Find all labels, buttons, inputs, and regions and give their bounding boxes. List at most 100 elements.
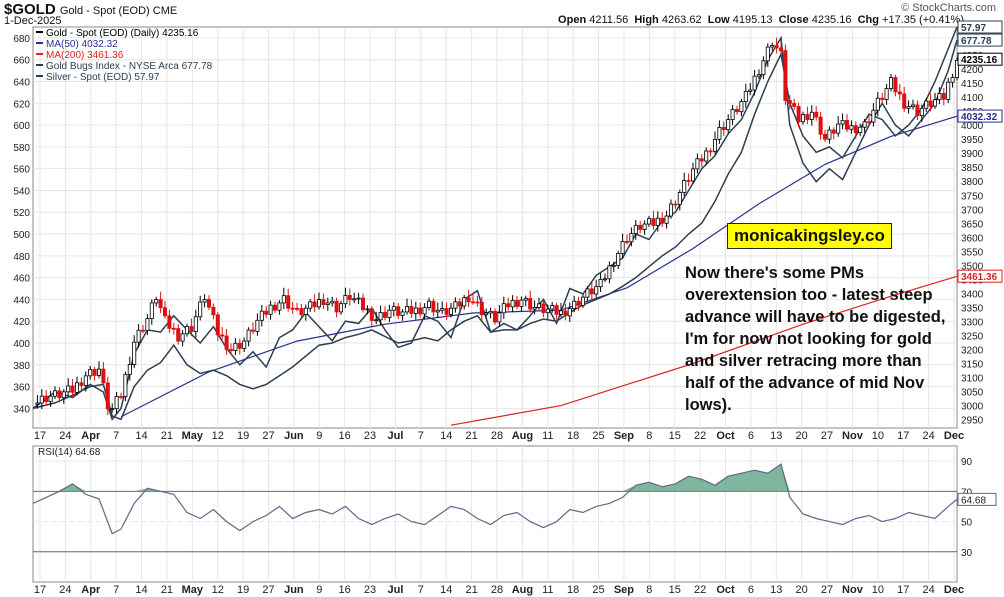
candle-body xyxy=(559,310,564,315)
x-tick-label-rsi: 18 xyxy=(567,584,579,596)
x-tick-label: Aug xyxy=(512,430,533,442)
rsi-tick-label: 50 xyxy=(961,518,973,529)
x-tick-label-rsi: Apr xyxy=(81,584,101,596)
x-tick-label: 6 xyxy=(748,430,754,442)
candle-body xyxy=(510,300,515,308)
y-right-tick-label: 3400 xyxy=(961,289,984,300)
candle-body xyxy=(805,114,810,120)
candle-body xyxy=(774,45,779,49)
gdx-value-tag: 677.78 xyxy=(961,36,992,47)
y-right-tick-label: 3250 xyxy=(961,331,984,342)
candle-body xyxy=(919,107,924,117)
y-right-tick-label: 3050 xyxy=(961,388,984,399)
candle-body xyxy=(127,364,132,375)
candle-body xyxy=(906,106,911,109)
y-right-tick-label: 3900 xyxy=(961,149,984,160)
candle-body xyxy=(167,315,172,329)
candle-body xyxy=(633,224,638,234)
x-tick-label: 12 xyxy=(212,430,224,442)
candle-body xyxy=(669,203,674,217)
candle-body xyxy=(211,306,216,316)
candle-body xyxy=(488,310,493,314)
candle-body xyxy=(286,295,291,309)
ma50-line xyxy=(120,115,958,418)
x-tick-label: Sep xyxy=(614,430,634,442)
x-tick-label-rsi: 24 xyxy=(59,584,71,596)
candle-body xyxy=(475,301,480,304)
y-left-tick-label: 580 xyxy=(13,143,30,154)
candle-body xyxy=(748,89,753,92)
candle-body xyxy=(66,385,71,393)
candle-body xyxy=(53,390,58,397)
x-tick-label-rsi: 23 xyxy=(364,584,376,596)
candle-body xyxy=(290,307,295,310)
candle-body xyxy=(92,369,97,376)
candle-body xyxy=(79,382,84,386)
y-left-tick-label: 480 xyxy=(13,252,30,263)
candle-body xyxy=(937,92,942,101)
y-left-tick-label: 620 xyxy=(13,99,30,110)
ticker-title: $GOLD Gold - Spot (EOD) CME xyxy=(4,1,177,18)
candle-body xyxy=(189,326,194,332)
gdx-value-tag-bg xyxy=(957,33,1003,47)
x-tick-label-rsi: Sep xyxy=(614,584,634,596)
x-tick-label-rsi: 14 xyxy=(135,584,147,596)
candle-body xyxy=(699,158,704,162)
silver-line xyxy=(32,26,958,421)
candle-body xyxy=(149,302,154,320)
candle-body xyxy=(567,308,572,317)
candle-body xyxy=(682,180,687,193)
x-tick-label: 15 xyxy=(669,430,681,442)
candle-body xyxy=(589,288,594,295)
y-right-tick-label: 3700 xyxy=(961,205,984,216)
candle-body xyxy=(704,150,709,162)
candle-body xyxy=(840,120,845,125)
rsi-tick-label: 30 xyxy=(961,548,973,559)
high-label: High xyxy=(634,14,659,26)
candle-body xyxy=(572,300,577,309)
y-left-tick-label: 420 xyxy=(13,317,30,328)
candle-body xyxy=(603,278,608,281)
y-left-tick-label: 500 xyxy=(13,230,30,241)
ma200-value-tag-bg xyxy=(957,269,1003,283)
candle-body xyxy=(119,396,124,398)
x-tick-label: 22 xyxy=(694,430,706,442)
candle-body xyxy=(352,298,357,301)
x-tick-label-rsi: 17 xyxy=(897,584,909,596)
candle-body xyxy=(519,299,524,307)
y-left-tick-label: 640 xyxy=(13,77,30,88)
y-right-tick-label: 3550 xyxy=(961,247,984,258)
x-tick-label-rsi: 9 xyxy=(316,584,322,596)
y-left-tick-label: 400 xyxy=(13,339,30,350)
candle-body xyxy=(849,125,854,130)
candle-body xyxy=(453,301,458,309)
x-tick-label-rsi: Dec xyxy=(944,584,964,596)
chart-date: 1-Dec-2025 xyxy=(4,15,62,27)
y-right-tick-label: 3200 xyxy=(961,345,984,356)
candle-body xyxy=(801,114,806,123)
x-tick-label-rsi: Nov xyxy=(842,584,864,596)
x-tick-label-rsi: 14 xyxy=(440,584,452,596)
legend-entry: MA(50) 4032.32 xyxy=(46,39,118,50)
y-right-tick-label: 4150 xyxy=(961,79,984,90)
candle-body xyxy=(642,223,647,230)
price-layer xyxy=(32,26,960,426)
candle-body xyxy=(545,308,550,314)
candle-body xyxy=(39,395,44,404)
candle-body xyxy=(708,150,713,153)
candle-body xyxy=(198,301,203,318)
candle-body xyxy=(184,326,189,335)
low-label: Low xyxy=(707,14,730,26)
candle-body xyxy=(752,75,757,91)
candle-body xyxy=(365,308,370,311)
x-tick-label: 24 xyxy=(59,430,71,442)
x-tick-label-rsi: 21 xyxy=(465,584,477,596)
candle-body xyxy=(224,335,229,350)
candle-body xyxy=(462,297,467,307)
candle-body xyxy=(457,301,462,307)
candle-body xyxy=(378,312,383,321)
candle-body xyxy=(664,215,669,224)
candle-body xyxy=(140,329,145,332)
candle-body xyxy=(435,309,440,313)
candle-body xyxy=(884,88,889,100)
